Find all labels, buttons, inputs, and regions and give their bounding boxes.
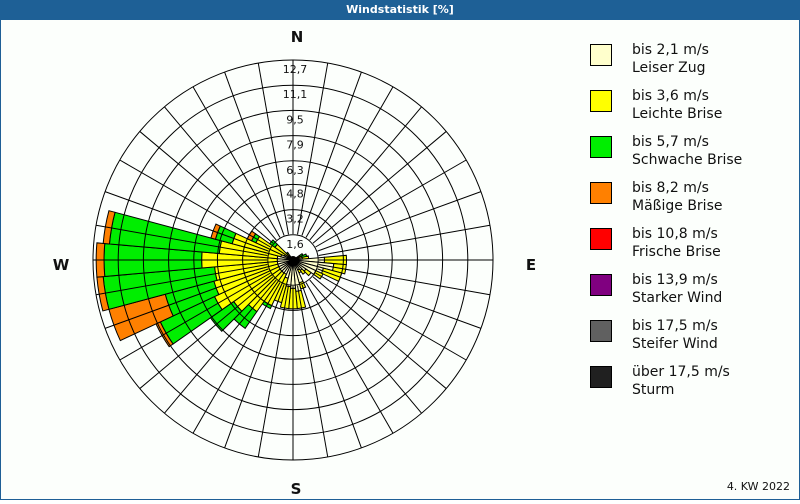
legend-description: Leichte Brise [632, 106, 723, 122]
legend-swatch [590, 366, 612, 388]
legend-item-frische-brise: bis 10,8 m/s Frische Brise [590, 226, 790, 272]
legend-item-steifer-wind: bis 17,5 m/s Steifer Wind [590, 318, 790, 364]
radial-tick-labels: 1,6 3,2 4,8 6,3 7,9 9,5 11,1 12,7 [283, 63, 308, 251]
grid-spoke [301, 71, 362, 236]
grid-spoke [309, 106, 422, 241]
grid-spoke [104, 191, 269, 252]
grid-spoke [104, 268, 269, 329]
grid-spoke [309, 279, 422, 414]
legend-speed: über 17,5 m/s [632, 364, 730, 380]
legend-speed: bis 17,5 m/s [632, 318, 718, 334]
compass-east-label: E [526, 256, 536, 274]
grid-spoke [301, 284, 362, 449]
grid-spoke [95, 224, 268, 256]
wind-sector-segment [303, 268, 312, 277]
grid-spoke [139, 131, 274, 244]
legend-speed: bis 10,8 m/s [632, 226, 718, 242]
radial-tick-label: 6,3 [286, 164, 304, 177]
legend-swatch [590, 136, 612, 158]
radial-tick-label: 4,8 [286, 187, 304, 200]
legend-swatch [590, 320, 612, 342]
grid-spoke [257, 62, 289, 235]
radial-tick-label: 12,7 [283, 63, 308, 76]
title-bar: Windstatistik [%] [0, 0, 800, 20]
legend-item-leichte-brise: bis 3,6 m/s Leichte Brise [590, 88, 790, 134]
radial-tick-label: 3,2 [286, 213, 304, 226]
grid-spoke [317, 191, 482, 252]
wind-sector-segment [299, 268, 306, 275]
compass-west-label: W [53, 256, 70, 274]
grid-spoke [318, 224, 491, 256]
grid-spoke [224, 71, 285, 236]
legend-description: Starker Wind [632, 290, 723, 306]
radial-tick-label: 7,9 [286, 139, 304, 152]
legend-description: Frische Brise [632, 244, 721, 260]
wind-sector-segment [285, 251, 290, 256]
grid-spoke [119, 159, 271, 248]
radial-tick-label: 9,5 [286, 113, 304, 126]
polar-grid [92, 59, 494, 461]
legend-speed: bis 13,9 m/s [632, 272, 718, 288]
legend-speed: bis 2,1 m/s [632, 42, 709, 58]
radial-tick-label: 11,1 [283, 88, 308, 101]
week-label: 4. KW 2022 [726, 480, 790, 493]
legend-item-sturm: über 17,5 m/s Sturm [590, 364, 790, 410]
grid-spoke [318, 264, 491, 296]
grid-spoke [192, 86, 281, 238]
grid-spoke [119, 272, 271, 361]
grid-spoke [164, 106, 277, 241]
grid-spoke [164, 279, 277, 414]
legend-swatch [590, 44, 612, 66]
grid-spoke [297, 285, 329, 458]
grid-spoke [139, 276, 274, 389]
center-hub [289, 256, 297, 264]
legend-speed: bis 5,7 m/s [632, 134, 709, 150]
legend-description: Sturm [632, 382, 675, 398]
grid-spoke [315, 159, 467, 248]
compass-south-label: S [291, 480, 302, 498]
wind-rose-chart: 1,6 3,2 4,8 6,3 7,9 9,5 11,1 12,7 N E S W [0, 20, 800, 500]
legend-description: Schwache Brise [632, 152, 743, 168]
legend-description: Leiser Zug [632, 60, 706, 76]
radial-tick-label: 1,6 [286, 238, 304, 251]
grid-spoke [312, 276, 447, 389]
grid-spoke [305, 282, 394, 434]
grid-ring [267, 234, 319, 286]
grid-spoke [257, 285, 289, 458]
legend-description: Steifer Wind [632, 336, 718, 352]
wind-sector-segment [279, 285, 292, 310]
grid-spoke [315, 272, 467, 361]
legend-swatch [590, 228, 612, 250]
legend-swatch [590, 182, 612, 204]
grid-spoke [95, 264, 268, 296]
legend-speed: bis 3,6 m/s [632, 88, 709, 104]
grid-spoke [192, 282, 281, 434]
legend-swatch [590, 274, 612, 296]
legend-item-maessige-brise: bis 8,2 m/s Mäßige Brise [590, 180, 790, 226]
wind-rose-svg: 1,6 3,2 4,8 6,3 7,9 9,5 11,1 12,7 N E S W [53, 28, 536, 498]
grid-spoke [317, 268, 482, 329]
grid-spoke [224, 284, 285, 449]
grid-spoke [297, 62, 329, 235]
legend-speed: bis 8,2 m/s [632, 180, 709, 196]
wind-sectors [95, 210, 348, 348]
legend-description: Mäßige Brise [632, 198, 723, 214]
compass-north-label: N [291, 28, 304, 46]
legend-swatch [590, 90, 612, 112]
grid-spoke [312, 131, 447, 244]
grid-spoke [305, 86, 394, 238]
legend-item-leiser-zug: bis 2,1 m/s Leiser Zug [590, 42, 790, 88]
legend-item-schwache-brise: bis 5,7 m/s Schwache Brise [590, 134, 790, 180]
legend-item-starker-wind: bis 13,9 m/s Starker Wind [590, 272, 790, 318]
